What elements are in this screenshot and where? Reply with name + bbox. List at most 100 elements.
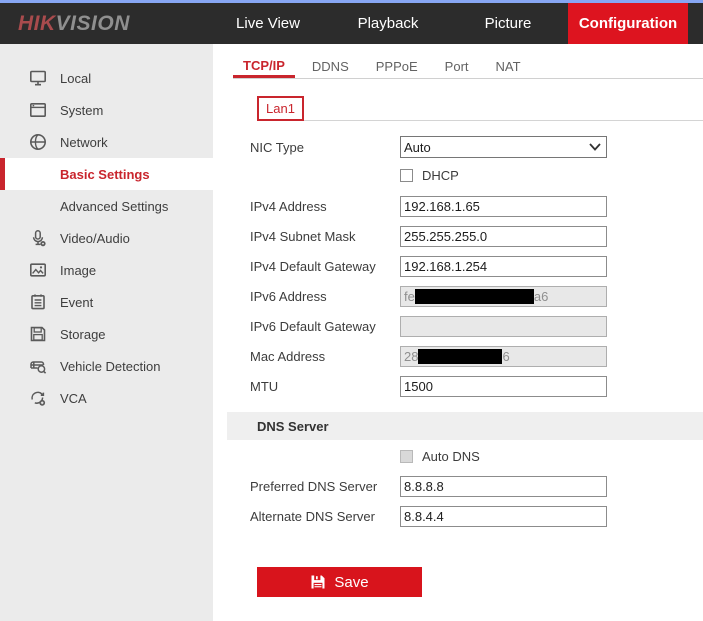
dhcp-checkbox[interactable] xyxy=(400,168,413,182)
ipv6-value-suffix: a6 xyxy=(533,289,549,304)
dns-server-section-header: DNS Server xyxy=(227,412,703,440)
mtu-input[interactable] xyxy=(400,376,607,397)
ipv6-gateway-input xyxy=(400,316,607,337)
auto-dns-checkbox xyxy=(400,449,413,463)
auto-dns-label: Auto DNS xyxy=(422,448,480,464)
sidebar-item-system[interactable]: System xyxy=(0,94,213,126)
sidebar-item-basic-settings[interactable]: Basic Settings xyxy=(0,158,213,190)
image-icon xyxy=(28,260,48,280)
preferred-dns-label: Preferred DNS Server xyxy=(250,479,378,494)
ipv4-subnet-label: IPv4 Subnet Mask xyxy=(250,229,356,244)
nic-type-select[interactable]: Auto xyxy=(400,136,607,158)
sidebar-item-network[interactable]: Network xyxy=(0,126,213,158)
sidebar: Local System Network Basic Settings Adva… xyxy=(0,44,213,621)
ipv6-gateway-row: IPv6 Default Gateway xyxy=(213,316,703,337)
sidebar-item-label: System xyxy=(60,102,104,118)
sidebar-item-label: Vehicle Detection xyxy=(60,358,161,374)
tab-pppoe[interactable]: PPPoE xyxy=(375,59,418,74)
ipv6-gateway-label: IPv6 Default Gateway xyxy=(250,319,376,334)
ipv6-address-row: IPv6 Address fe a6 xyxy=(213,286,703,307)
sidebar-item-label: Video/Audio xyxy=(60,230,130,246)
globe-icon xyxy=(28,132,48,152)
sidebar-item-label: VCA xyxy=(60,390,87,406)
nic-type-select-wrap: Auto xyxy=(400,136,607,158)
alternate-dns-row: Alternate DNS Server xyxy=(213,506,703,527)
sidebar-item-label: Network xyxy=(60,134,108,150)
ipv4-gateway-row: IPv4 Default Gateway xyxy=(213,256,703,277)
sidebar-item-video-audio[interactable]: Video/Audio xyxy=(0,222,213,254)
ipv4-address-label: IPv4 Address xyxy=(250,199,327,214)
preferred-dns-input[interactable] xyxy=(400,476,607,497)
nav-playback[interactable]: Playback xyxy=(357,15,419,32)
nic-type-row: NIC Type Auto xyxy=(213,136,703,158)
ipv6-address-field: fe a6 xyxy=(400,286,607,307)
ipv6-address-label: IPv6 Address xyxy=(250,289,327,304)
tab-tcpip[interactable]: TCP/IP xyxy=(233,55,295,78)
lan1-tab[interactable]: Lan1 xyxy=(257,96,304,121)
sidebar-item-local[interactable]: Local xyxy=(0,62,213,94)
ipv4-subnet-input[interactable] xyxy=(400,226,607,247)
settings-tabbar: TCP/IP DDNS PPPoE Port NAT xyxy=(233,55,703,79)
dhcp-label: DHCP xyxy=(422,167,459,183)
sidebar-item-label: Event xyxy=(60,294,94,310)
sidebar-item-label: Storage xyxy=(60,326,106,342)
ipv4-address-row: IPv4 Address xyxy=(213,196,703,217)
content-panel: TCP/IP DDNS PPPoE Port NAT Lan1 NIC Type… xyxy=(213,44,703,621)
top-accent-line xyxy=(0,0,703,3)
header-bar: HIK VISION Live View Playback Picture Con… xyxy=(0,3,703,44)
mac-value-prefix: 28 xyxy=(404,349,419,364)
lan-tab-divider xyxy=(304,96,703,121)
logo-hik: HIK xyxy=(18,11,56,35)
preferred-dns-row: Preferred DNS Server xyxy=(213,476,703,497)
sidebar-item-image[interactable]: Image xyxy=(0,254,213,286)
ipv4-address-input[interactable] xyxy=(400,196,607,217)
tab-ddns[interactable]: DDNS xyxy=(311,59,349,74)
auto-dns-row: Auto DNS xyxy=(213,448,703,464)
mac-address-label: Mac Address xyxy=(250,349,326,364)
logo-vision: VISION xyxy=(55,11,130,35)
dhcp-row: DHCP xyxy=(213,167,703,183)
nav-live-view[interactable]: Live View xyxy=(236,15,300,32)
sidebar-item-advanced-settings[interactable]: Advanced Settings xyxy=(0,190,213,222)
mac-address-field: 28 6 xyxy=(400,346,607,367)
nav-configuration[interactable]: Configuration xyxy=(568,3,688,44)
mtu-row: MTU xyxy=(213,376,703,397)
tab-nat[interactable]: NAT xyxy=(495,59,521,74)
window-icon xyxy=(28,100,48,120)
mtu-label: MTU xyxy=(250,379,279,394)
sidebar-item-vca[interactable]: VCA xyxy=(0,382,213,414)
sidebar-item-label: Advanced Settings xyxy=(60,198,169,214)
sidebar-item-storage[interactable]: Storage xyxy=(0,318,213,350)
lan-tab-row: Lan1 xyxy=(257,96,703,121)
nic-type-label: NIC Type xyxy=(250,139,304,155)
ipv4-gateway-label: IPv4 Default Gateway xyxy=(250,259,376,274)
main-area: Local System Network Basic Settings Adva… xyxy=(0,44,703,621)
mac-address-row: Mac Address 28 6 xyxy=(213,346,703,367)
event-icon xyxy=(28,292,48,312)
sidebar-item-event[interactable]: Event xyxy=(0,286,213,318)
top-nav: Live View Playback Picture Configuration xyxy=(208,3,688,44)
sidebar-item-label: Image xyxy=(60,262,97,278)
hikvision-logo: HIK VISION xyxy=(18,3,203,44)
microphone-icon xyxy=(28,228,48,248)
monitor-icon xyxy=(28,68,48,88)
ipv6-value-prefix: fe xyxy=(404,289,415,304)
sidebar-item-label: Local xyxy=(60,70,92,86)
tab-port[interactable]: Port xyxy=(444,59,469,74)
mac-value-suffix: 6 xyxy=(502,349,510,364)
save-floppy-icon xyxy=(311,575,325,589)
vehicle-search-icon xyxy=(28,356,48,376)
redaction-bar xyxy=(418,349,503,364)
storage-icon xyxy=(28,324,48,344)
save-button[interactable]: Save xyxy=(257,567,422,597)
vca-icon xyxy=(28,388,48,408)
dns-section-title: DNS Server xyxy=(257,418,329,434)
nav-picture[interactable]: Picture xyxy=(484,15,532,32)
save-button-label: Save xyxy=(334,573,369,591)
ipv4-subnet-row: IPv4 Subnet Mask xyxy=(213,226,703,247)
ipv4-gateway-input[interactable] xyxy=(400,256,607,277)
alternate-dns-input[interactable] xyxy=(400,506,607,527)
alternate-dns-label: Alternate DNS Server xyxy=(250,509,375,524)
sidebar-item-vehicle-detection[interactable]: Vehicle Detection xyxy=(0,350,213,382)
sidebar-item-label: Basic Settings xyxy=(60,166,150,182)
